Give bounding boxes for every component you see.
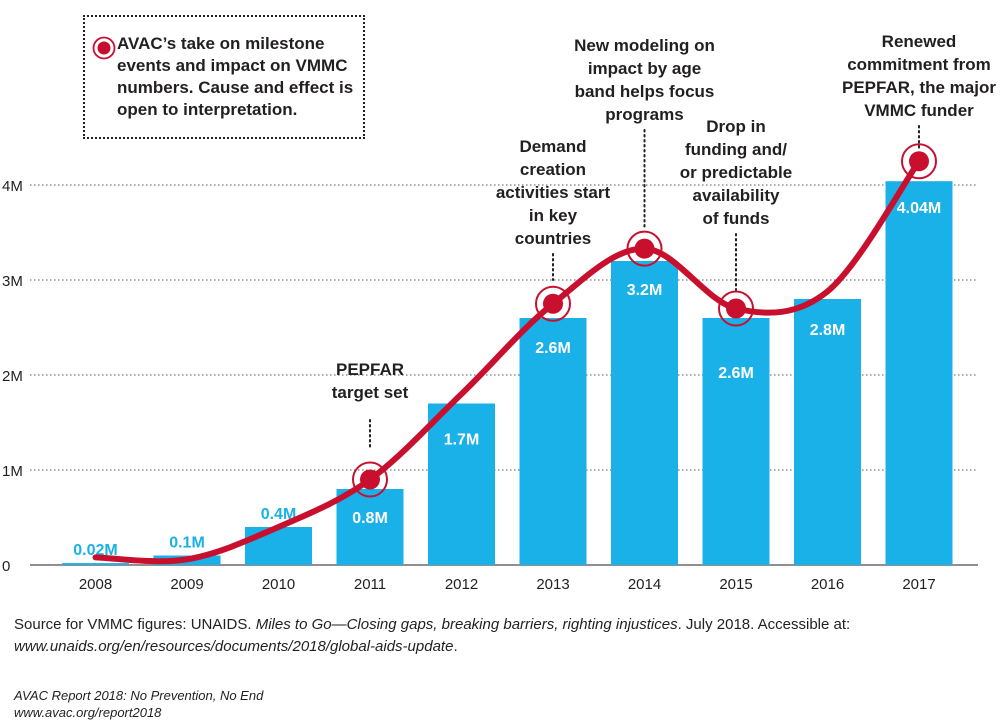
milestone-ring: [718, 290, 754, 327]
milestone-annotation: Demand creation activities start in key coun…: [496, 137, 611, 248]
milestone-markers: [352, 143, 937, 498]
x-tick-label: 2010: [262, 576, 295, 593]
bar: [702, 318, 770, 565]
y-tick-label: 0: [2, 558, 10, 575]
x-tick-label: 2017: [902, 576, 935, 593]
milestone-annotation-line: in key: [529, 206, 578, 225]
bar: [794, 299, 861, 565]
source-middle: . July 2018. Accessible at:: [677, 616, 851, 633]
data-label: 0.1M: [169, 535, 205, 552]
x-tick-label: 2008: [79, 576, 112, 593]
milestone-annotation: PEPFAR target set: [332, 360, 409, 402]
data-label: 0.8M: [352, 510, 388, 527]
x-tick-label: 2012: [445, 576, 478, 593]
x-tick-label: 2014: [628, 576, 661, 593]
milestone-ring: [352, 461, 388, 498]
milestone-annotation-line: availability: [693, 186, 780, 205]
source-note: Source for VMMC figures: UNAIDS. Miles t…: [14, 614, 989, 658]
legend-text: AVAC’s take on milestone events and impa…: [117, 34, 354, 119]
milestone-annotation-line: PEPFAR, the major: [842, 78, 996, 97]
y-tick-label: 1M: [2, 463, 23, 480]
milestone-annotation-line: of funds: [702, 209, 769, 228]
bar: [245, 527, 312, 565]
x-tick-label: 2015: [719, 576, 752, 593]
milestone-ring: [626, 230, 663, 267]
bar: [519, 318, 587, 565]
milestone-dot: [726, 298, 746, 319]
milestone-dot: [543, 293, 563, 314]
bar: [611, 261, 678, 565]
milestone-ring: [901, 143, 937, 180]
milestone-ring: [535, 285, 571, 322]
source-title: Miles to Go—Closing gaps, breaking barri…: [255, 616, 678, 633]
milestone-annotation-line: funding and/: [685, 140, 787, 159]
annotations: PEPFAR target set Demand creation activities…: [332, 32, 997, 402]
report-credit: AVAC Report 2018: No Prevention, No End …: [14, 687, 614, 721]
milestone-annotation-line: commitment from: [847, 55, 991, 74]
milestone-annotation-line: programs: [605, 105, 683, 124]
data-label: 4.04M: [897, 200, 941, 217]
x-tick-label: 2016: [811, 576, 844, 593]
x-axis: 2008 2009 2010 2011 2012 2013 2014 2015 2016 2017: [79, 576, 936, 593]
milestone-annotation-line: activities start: [496, 183, 611, 202]
x-tick-label: 2009: [170, 576, 203, 593]
milestone-dot: [909, 151, 929, 172]
milestone-annotation-line: creation: [520, 160, 586, 179]
report-url: www.avac.org/report2018: [14, 705, 162, 720]
data-label: 2.8M: [810, 322, 846, 339]
trend-line: [92, 158, 922, 565]
data-label: 2.6M: [718, 365, 754, 382]
data-label: 3.2M: [627, 282, 663, 299]
legend-box: [83, 15, 365, 139]
bar: [885, 181, 953, 565]
vmmc-chart: 2008 2009 2010 2011 2012 2013 2014 2015 2016 2017…: [2, 32, 997, 593]
milestone-annotation-line: impact by age: [588, 59, 701, 78]
y-tick-label: 3M: [2, 273, 23, 290]
milestone-annotation-line: Renewed: [882, 32, 957, 51]
milestone-annotation-line: New modeling on: [574, 36, 715, 55]
milestone-annotation: New modeling on impact by age band helps f…: [574, 36, 715, 124]
milestone-annotation-line: or predictable: [680, 163, 792, 182]
data-labels: 0.02M 0.1M 0.4M 0.8M 1.7M 2.6M 3.2M 2.6M 2.8M 4.0…: [73, 200, 941, 559]
milestone-annotation-line: Demand: [519, 137, 586, 156]
report-title: AVAC Report 2018: No Prevention, No End: [14, 688, 264, 703]
source-suffix: .: [453, 638, 458, 655]
data-label: 1.7M: [444, 432, 480, 449]
data-label: 0.02M: [73, 542, 117, 559]
milestone-dot: [634, 238, 655, 259]
data-label: 2.6M: [535, 340, 571, 357]
milestone-annotation-line: countries: [515, 229, 592, 248]
y-tick-label: 4M: [2, 178, 23, 195]
bar: [428, 403, 495, 565]
trend-curve: [92, 158, 922, 565]
source-prefix: Source for VMMC figures: UNAIDS.: [14, 616, 256, 633]
x-tick-label: 2013: [536, 576, 569, 593]
legend-milestone-icon: [92, 36, 116, 60]
bar: [62, 563, 129, 565]
y-axis: 0 1M 2M 3M 4M: [2, 178, 23, 575]
bar: [336, 489, 404, 565]
source-url: www.unaids.org/en/resources/documents/20…: [14, 638, 454, 655]
milestone-annotation-line: target set: [332, 383, 409, 402]
annotation-leaders: [369, 125, 920, 451]
milestone-annotation: Renewed commitment from PEPFAR, the major V…: [842, 32, 996, 120]
milestone-annotation: Drop in funding and/or predictable availab…: [680, 117, 792, 228]
milestone-annotation-line: Drop in: [706, 117, 766, 136]
milestone-annotation-line: VMMC funder: [864, 101, 974, 120]
milestone-annotation-line: PEPFAR: [336, 360, 404, 379]
y-tick-label: 2M: [2, 368, 23, 385]
milestone-dot: [360, 469, 380, 490]
data-label: 0.4M: [261, 506, 297, 523]
bars: [62, 181, 953, 565]
milestone-annotation-line: band helps focus: [575, 82, 715, 101]
x-tick-label: 2011: [354, 576, 386, 593]
